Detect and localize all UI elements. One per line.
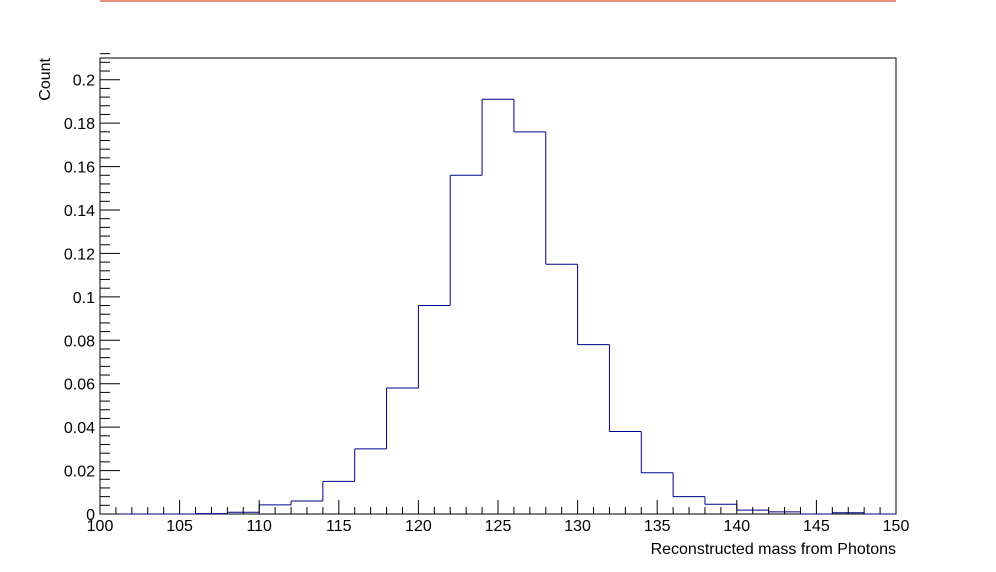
y-tick-label: 0.1 xyxy=(73,290,95,307)
y-tick-label: 0.2 xyxy=(73,73,95,90)
plot-frame xyxy=(99,57,897,515)
histogram-bins xyxy=(100,98,896,515)
y-axis-label: Count xyxy=(37,57,54,100)
x-tick-label: 120 xyxy=(405,518,432,535)
x-tick-label: 125 xyxy=(485,518,512,535)
y-axis-ticks: 0 0.02 0.04 0.06 0.08 0.1 0.12 0.14 0.16 0.18 0.2 xyxy=(64,53,120,524)
y-tick-label: 0.12 xyxy=(64,246,95,263)
plot-frame-border xyxy=(99,57,897,515)
y-tick-label: 0 xyxy=(86,507,95,524)
x-tick-label: 130 xyxy=(564,518,591,535)
x-tick-label: 135 xyxy=(644,518,671,535)
x-tick-label: 100 xyxy=(87,518,114,535)
x-tick-label: 110 xyxy=(246,518,272,535)
x-axis-ticks: 100 105 110 115 120 125 130 135 140 145 150 xyxy=(87,500,910,535)
x-axis-label: Reconstructed mass from Photons xyxy=(651,541,896,558)
x-tick-label: 115 xyxy=(326,518,352,535)
y-tick-label: 0.16 xyxy=(64,160,95,177)
x-tick-label: 150 xyxy=(883,518,910,535)
x-tick-label: 105 xyxy=(166,518,193,535)
y-tick-label: 0.02 xyxy=(64,464,95,481)
y-tick-label: 0.04 xyxy=(64,420,95,437)
x-tick-label: 140 xyxy=(723,518,750,535)
y-tick-label: 0.14 xyxy=(64,203,95,220)
y-tick-label: 0.06 xyxy=(64,377,95,394)
y-tick-label: 0.18 xyxy=(64,116,95,133)
y-tick-label: 0.08 xyxy=(64,333,95,350)
x-tick-label: 145 xyxy=(803,518,830,535)
